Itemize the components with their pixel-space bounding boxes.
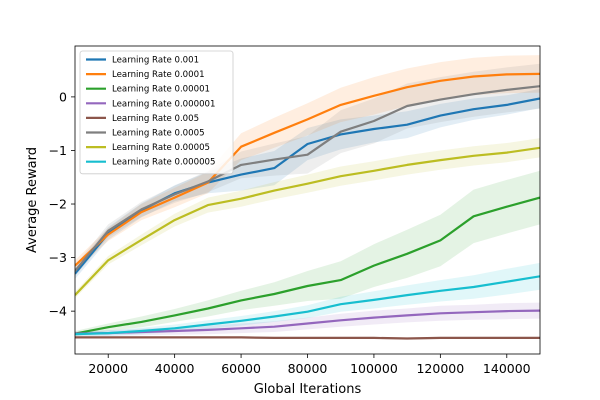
series-line-learning-rate-0-00005 [75,146,540,296]
series-line-learning-rate-0-000001 [75,309,540,335]
x-tick-label: 60000 [221,361,261,376]
y-axis-ticks: 0 −1 −2 −3 −4 [49,89,75,319]
x-tick-label: 80000 [288,361,328,376]
legend-label: Learning Rate 0.0001 [112,70,205,80]
x-axis-ticks: 20000 40000 60000 80000 100000 120000 140000 [88,354,531,376]
legend-entry: Learning Rate 0.0001 [86,70,205,80]
legend-label: Learning Rate 0.001 [112,56,199,66]
y-tick-label: 0 [59,89,67,104]
x-tick-label: 20000 [88,361,128,376]
band-learning-rate-0-00001 [75,170,540,337]
series-line-learning-rate-0-005 [75,336,540,340]
legend-box [79,50,234,175]
legend-entry: Learning Rate 0.00001 [86,85,210,95]
x-axis-label: Global Iterations [254,382,362,397]
x-tick-label: 100000 [350,361,398,376]
legend-label: Learning Rate 0.00005 [112,143,210,153]
series-line-learning-rate-0-000005 [75,275,540,336]
legend-label: Learning Rate 0.00001 [112,85,210,95]
band-learning-rate-0-000005 [75,262,540,337]
legend-label: Learning Rate 0.0005 [112,129,205,139]
y-tick-label: −2 [49,197,67,212]
band-learning-rate-0-0001 [75,55,540,271]
x-tick-label: 140000 [483,361,531,376]
legend-entry: Learning Rate 0.00005 [86,143,210,153]
band-learning-rate-0-0005 [75,63,540,277]
legend-label: Learning Rate 0.000005 [112,158,215,168]
band-learning-rate-0-001 [75,88,540,280]
y-axis-label: Average Reward [25,147,40,253]
legend-entry: Learning Rate 0.0005 [86,129,205,139]
legend-entry: Learning Rate 0.000005 [86,158,215,168]
legend-label: Learning Rate 0.005 [112,114,199,124]
series-line-learning-rate-0-0001 [75,72,540,267]
y-tick-label: −1 [49,143,67,158]
x-tick-label: 40000 [155,361,195,376]
legend-entry: Learning Rate 0.000001 [86,99,215,109]
legend: Learning Rate 0.001 Learning Rate 0.0001 L… [79,50,234,175]
y-tick-label: −4 [49,304,67,319]
legend-entry: Learning Rate 0.001 [86,56,199,66]
series-line-learning-rate-0-0005 [75,85,540,272]
legend-entry: Learning Rate 0.005 [86,114,199,124]
series-line-learning-rate-0-00001 [75,196,540,335]
series-lines [75,72,540,340]
y-tick-label: −3 [49,250,67,265]
legend-label: Learning Rate 0.000001 [112,99,215,109]
x-tick-label: 120000 [416,361,464,376]
